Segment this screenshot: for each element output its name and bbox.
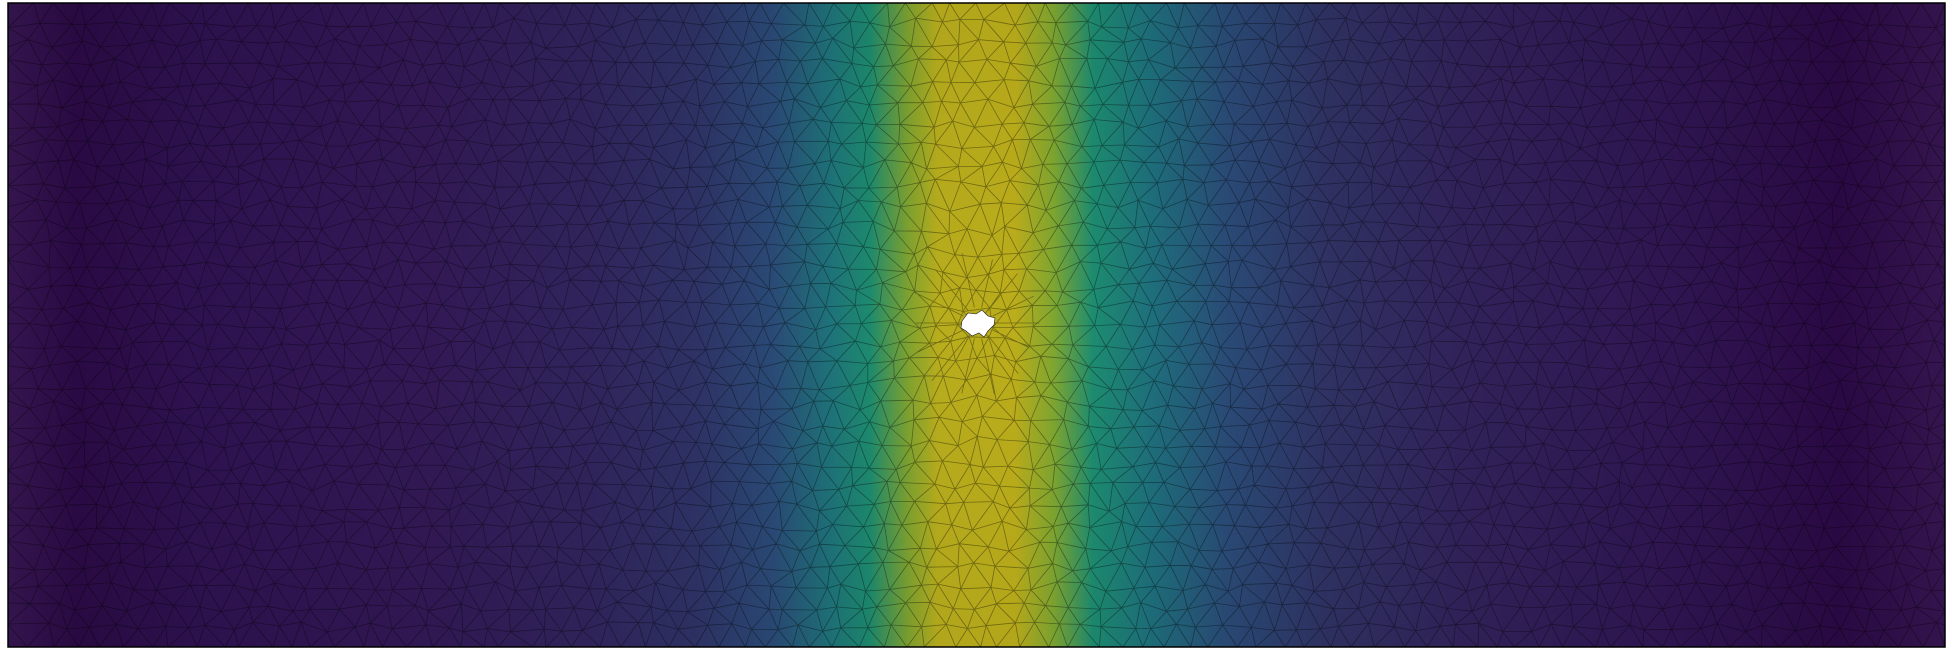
center-hole [960, 309, 996, 338]
mesh-edges [8, 3, 1945, 647]
triangular-mesh [8, 3, 1945, 647]
plate-frame [7, 2, 1946, 648]
